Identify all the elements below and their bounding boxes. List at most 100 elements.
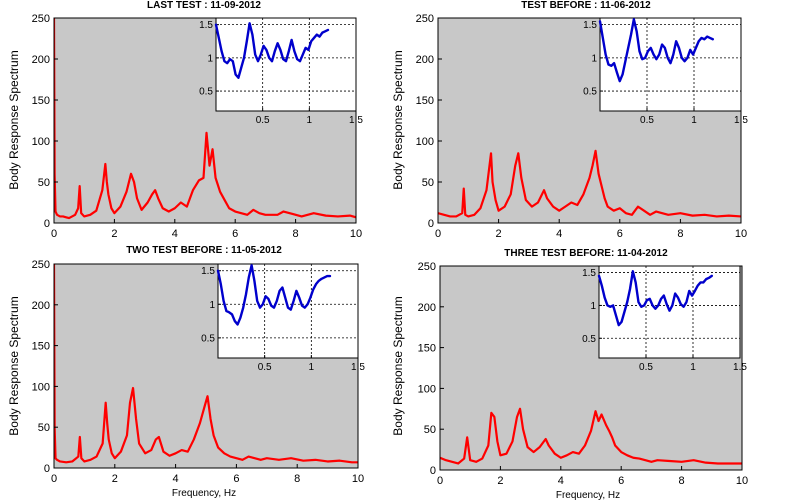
x-tick-label: 2 bbox=[497, 475, 503, 487]
x-tick-label: 10 bbox=[352, 473, 364, 485]
x-tick-label: 4 bbox=[173, 473, 179, 485]
chart-3: 0 50 100 150 200 250 0 2 4 6 8 10 0.5 1 1.5 0.5 1 1.5 bbox=[418, 261, 748, 487]
inset-x-tick-label: 1.5 bbox=[734, 115, 748, 126]
y-tick-label: 100 bbox=[418, 383, 436, 395]
y-axis-title: Body Response Spectrum bbox=[391, 296, 405, 435]
y-tick-label: 150 bbox=[32, 341, 50, 353]
inset-frame bbox=[599, 17, 742, 112]
y-tick-label: 250 bbox=[418, 261, 436, 273]
x-tick-label: 4 bbox=[556, 228, 562, 240]
inset-line bbox=[216, 264, 332, 326]
x-tick-label: 6 bbox=[233, 473, 239, 485]
y-axis-title: Body Response Spectrum bbox=[391, 50, 405, 189]
panel-title: TEST BEFORE : 11-06-2012 bbox=[521, 0, 651, 11]
x-tick-label: 0 bbox=[51, 228, 57, 240]
inset-x-tick-label: 1.5 bbox=[733, 362, 747, 373]
inset-x-tick-label: 1.5 bbox=[351, 362, 365, 373]
x-tick-label: 6 bbox=[232, 228, 238, 240]
panel-test-before: TEST BEFORE : 11-06-2012 Body Response S… bbox=[391, 0, 651, 190]
x-tick-label: 6 bbox=[618, 475, 624, 487]
panel-title: THREE TEST BEFORE: 11-04-2012 bbox=[504, 248, 668, 259]
y-tick-label: 100 bbox=[32, 381, 50, 393]
y-tick-label: 150 bbox=[418, 343, 436, 355]
spectrum-line bbox=[54, 18, 356, 220]
inset-x-tick-label: 0.5 bbox=[640, 115, 654, 126]
axes-frame bbox=[53, 17, 357, 224]
y-axis-title: Body Response Spectrum bbox=[7, 50, 21, 189]
y-tick-label: 50 bbox=[422, 177, 434, 189]
x-tick-label: 2 bbox=[111, 228, 117, 240]
panel-three-test-before: THREE TEST BEFORE: 11-04-2012 Body Respo… bbox=[391, 248, 668, 500]
x-tick-label: 0 bbox=[435, 228, 441, 240]
inset-x-tick-label: 1 bbox=[309, 362, 315, 373]
inset-frame bbox=[598, 265, 741, 359]
y-tick-label: 0 bbox=[428, 218, 434, 230]
y-tick-label: 100 bbox=[416, 136, 434, 148]
y-tick-label: 150 bbox=[416, 95, 434, 107]
panel-title: TWO TEST BEFORE : 11-05-2012 bbox=[126, 245, 282, 256]
inset-y-tick-label: 0.5 bbox=[583, 87, 597, 98]
y-tick-label: 0 bbox=[44, 218, 50, 230]
y-tick-label: 50 bbox=[424, 424, 436, 436]
inset-x-tick-label: 1 bbox=[691, 115, 697, 126]
inset-y-tick-label: 0.5 bbox=[582, 334, 596, 345]
x-tick-label: 4 bbox=[558, 475, 564, 487]
inset-y-tick-label: 0.5 bbox=[201, 333, 215, 344]
x-tick-label: 8 bbox=[677, 228, 683, 240]
x-tick-label: 8 bbox=[294, 473, 300, 485]
inset-x-tick-label: 1 bbox=[690, 362, 696, 373]
x-tick-label: 4 bbox=[172, 228, 178, 240]
x-tick-label: 2 bbox=[496, 228, 502, 240]
y-tick-label: 250 bbox=[32, 13, 50, 25]
y-tick-label: 200 bbox=[418, 302, 436, 314]
inset-frame bbox=[217, 263, 359, 359]
panel-last-test: LAST TEST : 11-09-2012 Body Response Spe… bbox=[7, 0, 261, 190]
spectrum-line bbox=[54, 264, 358, 464]
inset-line bbox=[598, 18, 714, 83]
inset-x-tick-label: 1 bbox=[307, 115, 313, 126]
inset-y-tick-label: 1 bbox=[591, 53, 597, 64]
x-tick-label: 0 bbox=[437, 475, 443, 487]
x-tick-label: 10 bbox=[736, 475, 748, 487]
spectrum-line bbox=[440, 407, 742, 465]
inset-x-tick-label: 0.5 bbox=[639, 362, 653, 373]
y-tick-label: 200 bbox=[32, 54, 50, 66]
spectrum-line bbox=[438, 149, 741, 218]
panel-two-test-before: TWO TEST BEFORE : 11-05-2012 Body Respon… bbox=[7, 245, 282, 499]
inset-line bbox=[597, 270, 713, 327]
chart-0: 0 50 100 150 200 250 0 2 4 6 8 10 0.5 1 1.5 0.5 1 1.5 bbox=[32, 13, 364, 240]
x-axis-title: Frequency, Hz bbox=[172, 488, 236, 499]
y-tick-label: 50 bbox=[38, 422, 50, 434]
y-tick-label: 250 bbox=[32, 259, 50, 271]
inset-y-tick-label: 1 bbox=[209, 300, 215, 311]
inset-y-tick-label: 1 bbox=[590, 301, 596, 312]
y-tick-label: 150 bbox=[32, 95, 50, 107]
x-tick-label: 10 bbox=[350, 228, 362, 240]
y-tick-label: 0 bbox=[430, 465, 436, 477]
x-tick-label: 2 bbox=[112, 473, 118, 485]
x-tick-label: 10 bbox=[735, 228, 747, 240]
axes-frame bbox=[437, 17, 742, 224]
inset-y-tick-label: 1.5 bbox=[583, 20, 597, 31]
y-tick-label: 200 bbox=[32, 300, 50, 312]
inset-y-tick-label: 1.5 bbox=[201, 266, 215, 277]
inset-y-tick-label: 1.5 bbox=[582, 268, 596, 279]
x-tick-label: 8 bbox=[293, 228, 299, 240]
inset-y-tick-label: 1.5 bbox=[199, 20, 213, 31]
inset-x-tick-label: 1.5 bbox=[349, 115, 363, 126]
chart-2: 0 50 100 150 200 250 0 2 4 6 8 10 0.5 1 1.5 0.5 1 1.5 bbox=[32, 259, 366, 485]
axes-frame bbox=[53, 263, 359, 469]
axes-frame bbox=[439, 265, 743, 471]
x-tick-label: 0 bbox=[51, 473, 57, 485]
y-tick-label: 50 bbox=[38, 177, 50, 189]
y-tick-label: 0 bbox=[44, 463, 50, 475]
y-tick-label: 200 bbox=[416, 54, 434, 66]
inset-frame bbox=[215, 17, 357, 112]
inset-line bbox=[214, 22, 330, 79]
y-tick-label: 250 bbox=[416, 13, 434, 25]
inset-y-tick-label: 0.5 bbox=[199, 87, 213, 98]
inset-x-tick-label: 0.5 bbox=[258, 362, 272, 373]
x-tick-label: 6 bbox=[617, 228, 623, 240]
y-tick-label: 100 bbox=[32, 136, 50, 148]
